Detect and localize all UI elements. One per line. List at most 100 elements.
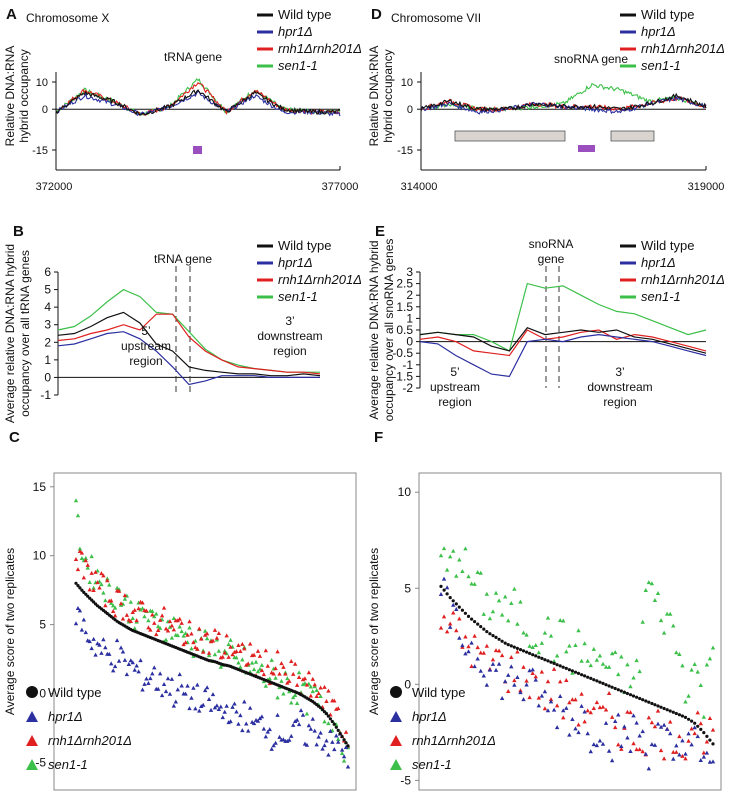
data-point-C	[155, 628, 161, 633]
data-point-C	[116, 658, 122, 663]
data-point-F	[579, 691, 584, 696]
data-point-F	[616, 742, 621, 747]
legend-label: rnh1Δrnh201Δ	[641, 41, 725, 56]
data-point-C	[193, 645, 198, 650]
data-point-F	[542, 689, 548, 694]
data-point-C	[189, 695, 194, 700]
data-point-F	[487, 616, 493, 621]
data-point-F	[592, 678, 596, 682]
data-point-F	[497, 637, 501, 641]
data-point-F	[448, 596, 452, 600]
data-point-F	[625, 735, 630, 740]
data-point-F	[515, 675, 520, 680]
data-point-C	[183, 640, 188, 645]
data-point-F	[609, 758, 615, 763]
data-point-F	[652, 742, 658, 747]
panel-letter: A	[6, 6, 17, 23]
data-point-C	[212, 652, 218, 657]
data-point-F	[631, 713, 636, 718]
plot-frame	[53, 472, 357, 791]
data-point-C	[110, 668, 116, 673]
data-point-C	[204, 631, 210, 636]
legend-label: rnh1Δrnh201Δ	[641, 272, 725, 287]
data-point-C	[181, 633, 186, 638]
data-point-F	[668, 709, 672, 713]
data-point-F	[582, 719, 587, 724]
data-point-C	[112, 613, 118, 618]
data-point-C	[275, 712, 280, 717]
data-point-F	[438, 625, 444, 630]
data-point-C	[110, 608, 116, 613]
data-point-F	[597, 738, 603, 743]
data-point-C	[251, 652, 257, 657]
data-point-C	[159, 693, 165, 698]
data-point-C	[263, 648, 269, 653]
data-point-C	[328, 728, 333, 733]
data-point-C	[296, 670, 302, 675]
data-point-F	[677, 752, 682, 757]
data-point-F	[689, 726, 694, 731]
data-point-F	[689, 667, 694, 672]
data-point-F	[595, 679, 599, 683]
data-point-F	[683, 715, 688, 720]
data-point-C	[73, 621, 79, 626]
data-point-C	[206, 650, 212, 655]
legend-label: rnh1Δrnh201Δ	[48, 733, 132, 748]
data-point-C	[269, 657, 274, 662]
data-point-C	[316, 691, 321, 696]
data-point-F	[482, 627, 486, 631]
legend-marker	[390, 735, 402, 746]
data-point-F	[552, 661, 556, 666]
series-line-E	[419, 333, 707, 378]
y-tick-label: 0	[39, 687, 46, 701]
data-point-F	[710, 727, 716, 732]
data-point-F	[634, 720, 639, 725]
data-point-F	[619, 689, 623, 693]
data-point-F	[441, 546, 447, 551]
data-point-F	[551, 658, 557, 663]
data-point-C	[271, 743, 276, 748]
y-tick-label: 1	[406, 311, 413, 325]
data-point-F	[598, 680, 602, 684]
data-point-F	[539, 640, 545, 645]
data-point-C	[283, 671, 288, 676]
data-point-F	[589, 676, 593, 681]
data-point-F	[600, 741, 606, 746]
data-point-F	[472, 581, 477, 586]
data-point-C	[304, 711, 310, 716]
data-point-C	[285, 676, 290, 681]
data-point-C	[169, 676, 175, 681]
data-point-F	[674, 743, 679, 748]
data-point-F	[454, 573, 459, 578]
data-point-F	[628, 684, 633, 689]
data-point-F	[527, 695, 532, 700]
data-point-C	[197, 626, 202, 631]
data-point-C	[79, 556, 85, 561]
data-point-C	[202, 688, 208, 693]
data-point-F	[606, 664, 612, 669]
data-point-F	[466, 574, 471, 579]
data-point-F	[607, 684, 611, 688]
data-point-C	[204, 685, 210, 690]
data-point-C	[328, 717, 332, 721]
data-point-C	[154, 611, 159, 616]
data-point-C	[318, 730, 323, 735]
data-point-C	[124, 612, 130, 617]
data-point-F	[475, 656, 480, 661]
data-point-F	[710, 645, 716, 650]
data-point-F	[509, 654, 514, 659]
data-point-F	[488, 632, 492, 636]
data-point-F	[496, 648, 502, 653]
data-point-F	[658, 618, 664, 623]
data-point-C	[191, 685, 196, 690]
data-point-C	[279, 678, 284, 683]
data-point-F	[640, 729, 645, 734]
data-point-F	[631, 694, 636, 698]
data-point-F	[457, 616, 462, 621]
data-point-F	[521, 664, 526, 669]
data-point-F	[524, 682, 529, 687]
data-point-F	[701, 750, 707, 755]
data-point-C	[343, 729, 349, 734]
data-point-F	[473, 620, 477, 624]
data-point-C	[296, 674, 302, 679]
